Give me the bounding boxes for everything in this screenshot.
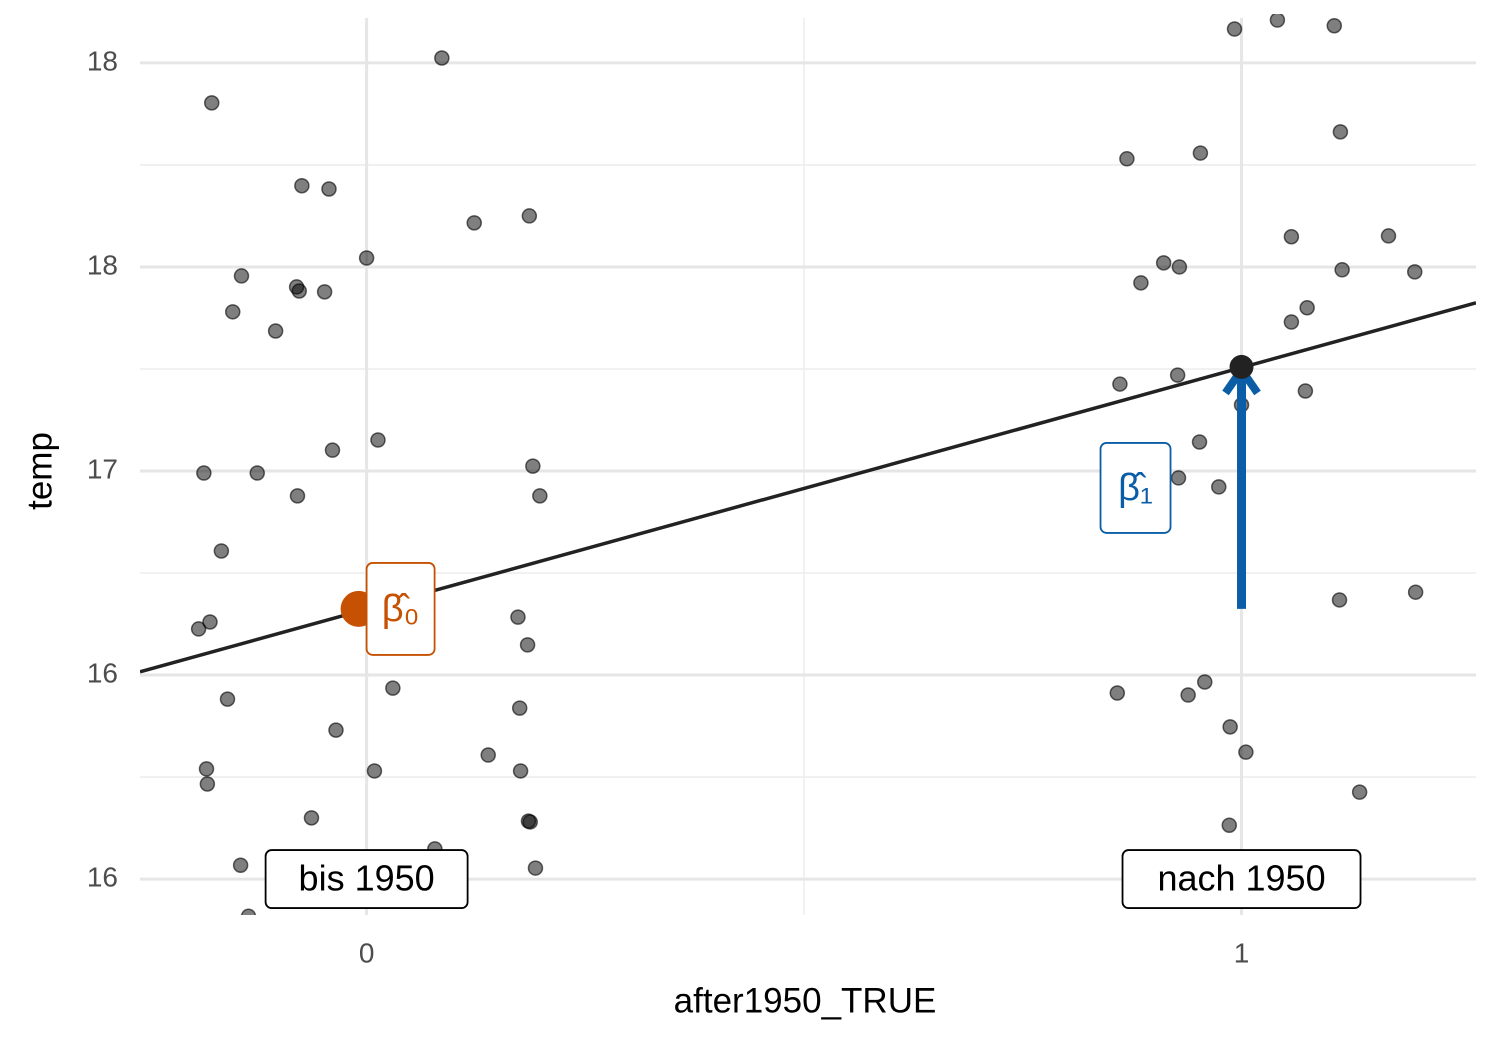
data-point: [1351, 784, 1368, 800]
group-label: bis 1950: [299, 858, 435, 899]
data-point: [1363, 918, 1377, 932]
beta1-label: β̂₁: [1118, 467, 1153, 509]
data-point: [1299, 299, 1315, 316]
grid: [140, 18, 1476, 915]
group-label: nach 1950: [1157, 858, 1325, 899]
x-axis-title: after1950_TRUE: [674, 981, 937, 1020]
data-point: [1331, 592, 1348, 608]
data-point: [202, 614, 218, 630]
data-point: [199, 776, 216, 792]
y-tick-label: 17: [87, 453, 118, 484]
data-point: [1334, 262, 1350, 278]
data-point: [1191, 434, 1208, 450]
data-point: [249, 465, 265, 481]
data-point: [1171, 259, 1188, 275]
data-point: [512, 763, 529, 779]
data-point: [1169, 367, 1186, 383]
fitted-point: [1229, 354, 1254, 379]
data-point: [198, 761, 215, 777]
data-point: [1211, 479, 1227, 495]
data-point: [1222, 719, 1238, 735]
group-label-box: [264, 849, 469, 909]
data-point: [324, 442, 341, 458]
data-point: [358, 250, 375, 266]
y-tick-label: 16: [87, 657, 118, 688]
data-point: [1332, 124, 1349, 140]
data-point: [1238, 744, 1254, 760]
data-point: [289, 488, 306, 504]
data-point: [1155, 255, 1172, 271]
data-point: [366, 763, 383, 779]
data-point: [434, 50, 450, 66]
data-point: [1221, 817, 1238, 833]
data-point: [1326, 18, 1343, 34]
data-point: [521, 208, 538, 224]
data-point: [511, 700, 528, 716]
data-point: [1226, 21, 1243, 37]
data-point: [480, 747, 496, 763]
data-point: [1380, 228, 1397, 244]
data-point: [219, 691, 236, 707]
data-point: [1112, 376, 1128, 392]
data-point: [1269, 14, 1286, 28]
beta0-label: β̂₀: [382, 588, 420, 630]
data-point: [1283, 228, 1300, 245]
data-point: [1283, 314, 1300, 330]
data-point: [303, 810, 320, 826]
data-point: [1407, 584, 1424, 600]
beta0-label-box: [365, 562, 436, 656]
data-point: [370, 432, 386, 448]
data-point: [316, 284, 333, 300]
data-point: [525, 458, 541, 474]
data-point: [1180, 687, 1196, 703]
data-point: [519, 637, 536, 653]
data-point: [522, 814, 538, 830]
x-tick-label: 1: [1234, 937, 1250, 968]
x-tick-label: 0: [359, 937, 375, 968]
data-point: [1133, 275, 1149, 291]
data-point: [267, 323, 284, 339]
data-point: [527, 860, 544, 876]
data-point: [466, 215, 482, 231]
data-point: [1407, 264, 1423, 280]
data-point: [232, 857, 249, 873]
data-point: [294, 177, 310, 194]
regression-line: [140, 301, 1476, 674]
group-label-box: [1121, 849, 1362, 909]
plot-panel: [140, 14, 1476, 932]
data-point: [321, 181, 337, 197]
data-point: [328, 722, 344, 738]
data-point: [1119, 151, 1135, 167]
y-axis-title: temp: [20, 432, 59, 510]
y-tick-label: 18: [87, 45, 118, 76]
data-point: [1297, 383, 1314, 399]
y-tick-label: 16: [87, 861, 118, 892]
data-point: [203, 95, 220, 111]
data-point: [224, 304, 241, 320]
data-point: [233, 268, 250, 284]
beta1-label-box: [1099, 442, 1172, 534]
data-point: [532, 488, 548, 504]
data-point: [291, 283, 307, 299]
data-point: [196, 465, 212, 481]
y-tick-label: 18: [87, 249, 118, 280]
labels: 18 18 17 16 16 0 1 β̂₀ β̂₁ bis 1950 nach 1950: [87, 45, 1362, 968]
data-point: [1170, 470, 1187, 486]
data-point: [240, 908, 257, 915]
data-point: [385, 680, 401, 696]
data-point: [1109, 685, 1126, 701]
data-point: [213, 543, 230, 559]
data-point: [1197, 674, 1213, 690]
data-point: [510, 609, 526, 625]
data-point: [1192, 145, 1209, 161]
data-point: [190, 621, 207, 637]
